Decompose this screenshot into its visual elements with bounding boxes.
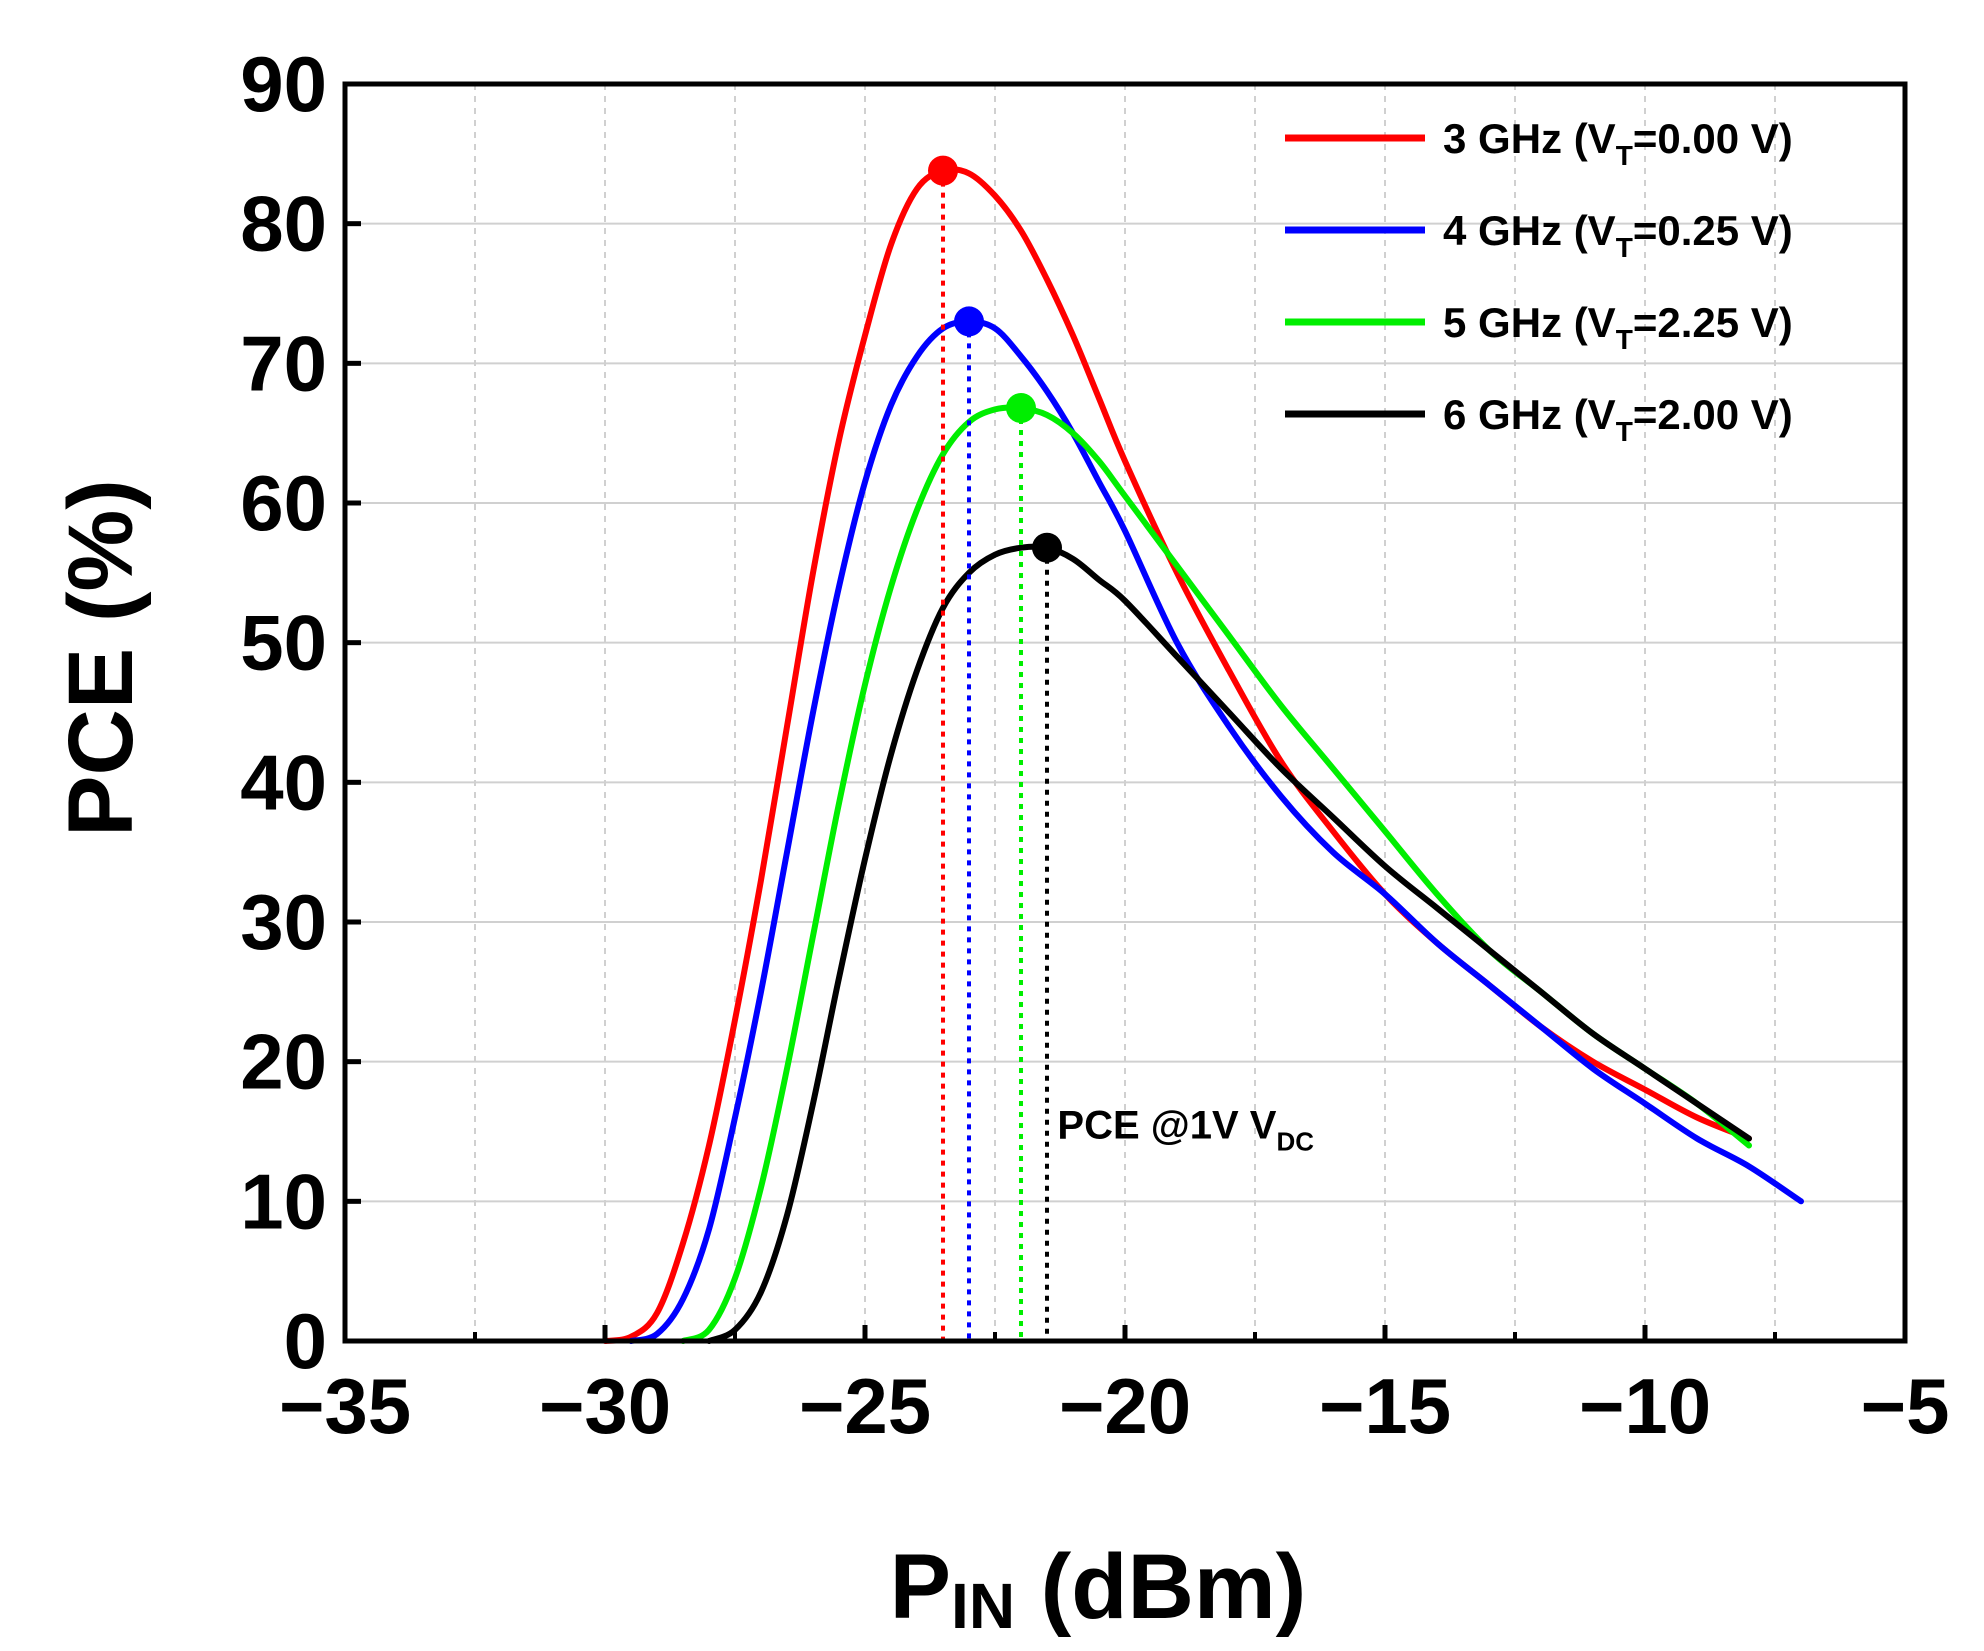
legend-label-subscript: T (1616, 232, 1633, 263)
legend-label-subscript: T (1616, 140, 1633, 171)
x-axis-title-main: P (890, 1536, 951, 1638)
x-axis-title: PIN (dBm) (890, 1536, 1307, 1642)
y-tick-label: 0 (284, 1297, 327, 1385)
legend-label-subscript: T (1616, 324, 1633, 355)
y-tick-label: 50 (240, 599, 327, 687)
series-line-4-ghz (628, 318, 1804, 1344)
legend-label-3-ghz: 3 GHz (VT=0.00 V) (1443, 115, 1793, 171)
axis-ticks (342, 81, 1908, 1344)
legend-label-prefix: 5 GHz (V (1443, 299, 1616, 346)
y-tick-label: 80 (240, 180, 327, 268)
peak-markers (928, 155, 1062, 1341)
x-tick-labels: −35 −30 −25 −20 −15 −10 −5 (279, 1362, 1950, 1450)
peak-marker-5-ghz (1006, 393, 1036, 424)
annotation-subscript: DC (1276, 1126, 1314, 1156)
annotation-main: PCE @1V V (1057, 1103, 1276, 1147)
x-axis-title-unit: (dBm) (1015, 1536, 1306, 1638)
legend-label-suffix: =0.00 V) (1633, 115, 1793, 162)
y-axis-title: PCE (%) (50, 479, 152, 837)
series-lines (602, 166, 1804, 1344)
y-tick-label: 10 (240, 1157, 327, 1245)
peak-marker-6-ghz (1032, 532, 1062, 563)
y-tick-label: 40 (240, 738, 327, 826)
y-tick-label: 70 (240, 319, 327, 407)
grid (345, 84, 1905, 1341)
x-tick-label: −25 (799, 1362, 931, 1450)
x-axis-title-subscript: IN (951, 1570, 1015, 1642)
legend-label-prefix: 6 GHz (V (1443, 391, 1616, 438)
x-tick-label: −5 (1861, 1362, 1950, 1450)
legend-label-6-ghz: 6 GHz (VT=2.00 V) (1443, 391, 1793, 447)
x-tick-label: −30 (539, 1362, 671, 1450)
legend-label-suffix: =2.00 V) (1633, 391, 1793, 438)
legend-label-suffix: =2.25 V) (1633, 299, 1793, 346)
x-tick-label: −10 (1579, 1362, 1711, 1450)
x-tick-label: −35 (279, 1362, 411, 1450)
legend-label-prefix: 4 GHz (V (1443, 207, 1616, 254)
legend-label-5-ghz: 5 GHz (VT=2.25 V) (1443, 299, 1793, 355)
y-tick-label: 60 (240, 459, 327, 547)
legend: 3 GHz (VT=0.00 V)4 GHz (VT=0.25 V)5 GHz … (1285, 115, 1793, 447)
peak-marker-4-ghz (954, 306, 984, 337)
peak-marker-3-ghz (928, 155, 958, 186)
x-tick-label: −15 (1319, 1362, 1451, 1450)
legend-label-suffix: =0.25 V) (1633, 207, 1793, 254)
y-tick-labels: 0 10 20 30 40 50 60 70 80 90 (240, 40, 327, 1385)
y-tick-label: 90 (240, 40, 327, 128)
annotation-pce-at-1v-vdc: PCE @1V VDC (1057, 1103, 1314, 1156)
legend-label-4-ghz: 4 GHz (VT=0.25 V) (1443, 207, 1793, 263)
y-tick-label: 20 (240, 1018, 327, 1106)
legend-label-subscript: T (1616, 416, 1633, 447)
x-tick-label: −20 (1059, 1362, 1191, 1450)
y-tick-label: 30 (240, 878, 327, 966)
legend-label-prefix: 3 GHz (V (1443, 115, 1616, 162)
